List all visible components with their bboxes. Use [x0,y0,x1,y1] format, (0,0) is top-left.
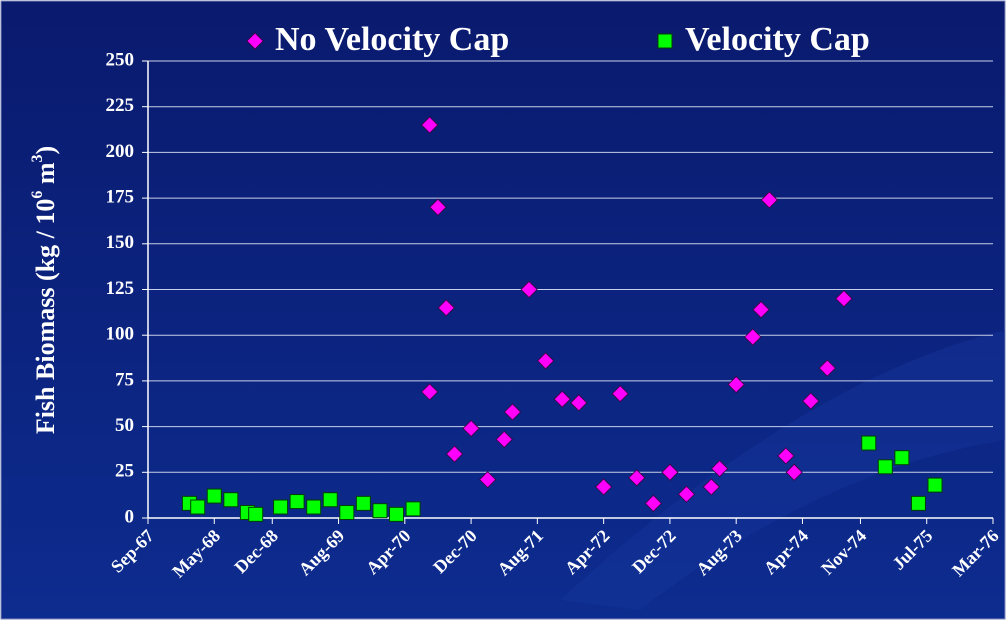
y-tick-label: 75 [115,369,134,390]
point [437,299,455,317]
y-tick-label: 225 [106,95,135,116]
point [711,460,729,478]
y-tick-label: 125 [106,278,135,299]
point [248,506,264,522]
point [372,503,388,519]
y-tick-label: 0 [125,506,135,527]
point [503,403,522,421]
legend-label: No Velocity Cap [275,21,509,58]
point [421,383,439,401]
point [520,280,538,299]
point [223,492,239,508]
y-tick-label: 200 [106,141,135,162]
point [306,499,322,515]
point [339,505,355,521]
point [802,392,820,410]
y-tick-label: 100 [106,324,135,345]
point [322,492,338,508]
point [702,478,720,496]
legend-marker [657,33,673,49]
point [421,116,439,134]
y-tick-label: 50 [115,415,134,436]
point [389,506,405,522]
y-tick-label: 175 [106,186,135,207]
point [462,419,480,437]
decoration [560,330,1005,610]
point [355,495,371,511]
point [479,471,497,489]
point [894,450,910,466]
point [835,290,853,308]
point [495,430,513,448]
y-tick-label: 25 [115,461,134,482]
point [405,501,421,517]
point [818,359,836,377]
point [677,485,696,503]
point [910,495,926,511]
point [611,385,629,403]
point [537,352,555,370]
y-tick-label: 150 [106,232,135,253]
point [644,494,662,512]
point [273,499,289,515]
point [661,463,679,481]
point [785,463,803,481]
legend-marker [246,32,264,50]
point [445,445,464,463]
point [206,488,222,504]
point [760,191,778,209]
point [861,435,877,451]
legend-label: Velocity Cap [685,21,870,58]
point [744,328,762,346]
point [190,499,206,515]
point [777,447,795,465]
point [570,394,588,412]
point [877,459,893,475]
point [595,478,613,496]
point [289,494,305,510]
y-tick-label: 250 [106,49,135,70]
point [727,375,745,394]
point [429,198,447,216]
point [927,477,943,493]
point [553,390,571,408]
y-axis-title: Fish Biomass (kg / 106 m3) [29,146,60,434]
point [628,469,646,487]
point [752,301,770,319]
